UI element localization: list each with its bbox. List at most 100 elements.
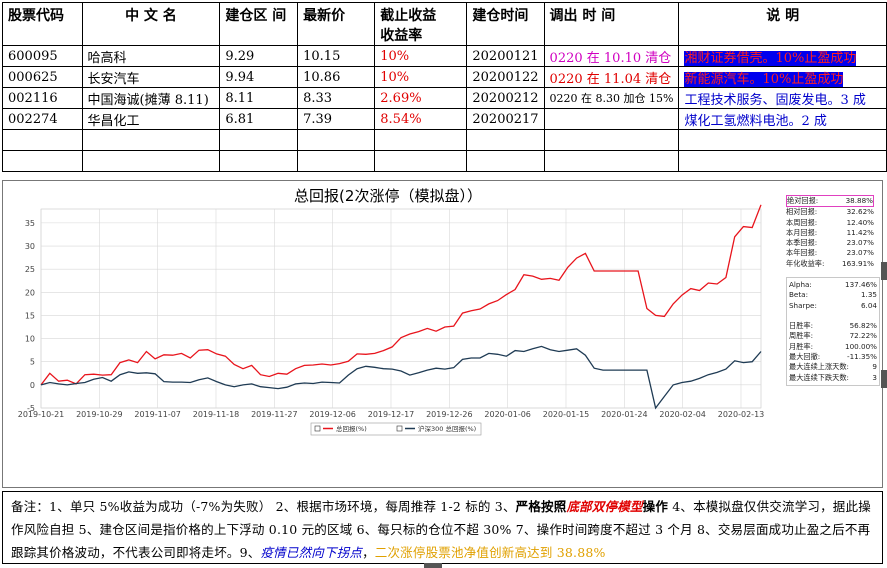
return-chart-panel: 总回报(2次涨停（模拟盘）） -5 0 5 10 15 20 25 30 35 2019-10-2… [2, 180, 883, 488]
stats-panel: 绝对回报: 38.88% 相对回报: 32.62% 本周回报: 12.40% 本月回报: 11… [786, 195, 874, 269]
stat-label: Beta: [789, 290, 808, 300]
legend-checkbox [396, 425, 403, 432]
cell-name: 华昌化工 [81, 108, 221, 130]
cell-empty [466, 150, 545, 172]
stat-row: 最大回撤: -11.35% [789, 352, 877, 362]
x-tick-label: 2020-01-15 [543, 410, 590, 419]
cell-empty [2, 129, 83, 151]
y-tick-label: 25 [25, 265, 35, 274]
cell-date: 20200217 [466, 108, 545, 130]
cell-empty [81, 150, 221, 172]
cell-empty [543, 129, 680, 151]
legend-box [310, 422, 482, 436]
legend-checkbox [314, 425, 321, 432]
note-text: 备注：1、单只 5%收益为成功（-7%为失败） 2、根据市场环境，每周推荐 1-… [11, 499, 516, 514]
note-text: 4、本模拟盘仅供交流学习，据此操作风险自担 5、建仓区间是指价格的上下浮动 0.… [11, 499, 871, 560]
cell-empty [219, 129, 299, 151]
stat-label: Sharpe: [789, 300, 817, 310]
stat-row: 周胜率: 72.22% [789, 331, 877, 341]
y-tick-label: 20 [25, 288, 35, 297]
cell-return: 2.69% [374, 87, 468, 109]
cell-code: 002274 [2, 108, 83, 130]
note-bold: 操作 [642, 499, 669, 514]
x-tick-label: 2020-01-06 [484, 410, 531, 419]
cell-price: 10.15 [297, 45, 376, 67]
note-epidemic: 疫情已然向下拐点 [260, 545, 363, 560]
stat-value: 100.00% [845, 341, 877, 351]
x-tick-label: 2019-12-17 [368, 410, 415, 419]
y-tick-label: 5 [30, 358, 35, 367]
x-tick-label: 2019-11-18 [193, 410, 240, 419]
stat-row: Alpha: 137.46% [789, 280, 877, 290]
note-highlight: 二次涨停股票池净值创新高达到 38.88% [374, 545, 606, 560]
cell-empty [297, 150, 376, 172]
cell-code: 600095 [2, 45, 83, 67]
stat-row: 相对回报: 32.62% [786, 207, 874, 217]
cell-empty [81, 129, 221, 151]
stat-row: 年化收益率: 163.91% [786, 259, 874, 269]
x-tick-label: 2019-11-07 [134, 410, 181, 419]
cell-code: 000625 [2, 66, 83, 88]
cell-range: 6.81 [219, 108, 299, 130]
col-desc: 说 明 [678, 2, 887, 46]
x-tick-label: 2020-02-04 [659, 410, 706, 419]
stat-label: 本月回报: [786, 227, 818, 237]
table-row: 002274 华昌化工 6.81 7.39 8.54% 20200217 煤化工… [2, 108, 887, 130]
cell-empty [297, 129, 376, 151]
stat-row: Sharpe: 6.04 [789, 301, 877, 311]
stat-value: 38.88% [845, 196, 873, 205]
chart-title: 总回报(2次涨停（模拟盘）） [294, 187, 482, 205]
cell-empty [374, 150, 468, 172]
series-line [40, 345, 762, 410]
table-row: 000625 长安汽车 9.94 10.86 10% 20200122 0220… [2, 66, 887, 88]
col-name: 中 文 名 [81, 2, 221, 46]
cell-out: 0220 在 8.30 加仓 15% [543, 87, 680, 109]
cell-name: 长安汽车 [81, 66, 221, 88]
y-tick-label: -5 [27, 404, 35, 413]
cell-date: 20200121 [466, 45, 545, 67]
stat-value: 3 [872, 372, 877, 382]
table-row [2, 129, 887, 151]
col-date: 建仓时间 [466, 2, 545, 46]
x-tick-label: 2020-02-13 [718, 410, 765, 419]
cell-desc: 湘财证券借壳。10%止盈成功 [678, 45, 887, 67]
y-tick-label: 35 [25, 219, 35, 228]
stat-label: 月胜率: [789, 341, 813, 351]
col-out: 调出 时 间 [543, 2, 680, 46]
stat-label: 本周回报: [786, 217, 818, 227]
stat-value: 163.91% [842, 258, 874, 268]
window-corner-marker [881, 370, 887, 388]
cell-range: 9.94 [219, 66, 299, 88]
cell-name: 中国海诚(摊薄 8.11) [81, 87, 221, 109]
stat-value: 9 [872, 362, 877, 372]
cell-desc: 新能源汽车。10%止盈成功 [678, 66, 887, 88]
risk-panel: Alpha: 137.46% Beta: 1.35 Sharpe: 6.04 日胜率: 56.… [786, 277, 880, 386]
cell-return: 8.54% [374, 108, 468, 130]
stat-label: 最大连续上涨天数: [789, 362, 849, 372]
stat-value: 23.07% [846, 238, 874, 248]
cell-range: 8.11 [219, 87, 299, 109]
cell-price: 8.33 [297, 87, 376, 109]
cell-empty [678, 129, 887, 151]
stat-row: 月胜率: 100.00% [789, 342, 877, 352]
cell-date: 20200212 [466, 87, 545, 109]
note-text: ， [362, 545, 375, 560]
stat-label: 日胜率: [789, 321, 813, 331]
stat-label: Alpha: [789, 280, 812, 289]
x-tick-label: 2019-12-06 [309, 410, 356, 419]
y-tick-label: 10 [25, 335, 35, 344]
col-return: 截止收益 收益率 [374, 2, 468, 46]
window-corner-marker [881, 262, 887, 280]
stat-value: 137.46% [845, 280, 877, 289]
stat-label: 周胜率: [789, 331, 813, 341]
col-range: 建仓区 间 [219, 2, 299, 46]
stat-value: 6.04 [860, 300, 877, 310]
stat-label: 本季回报: [786, 238, 818, 248]
series-line [40, 204, 762, 386]
stat-row: 最大连续上涨天数: 9 [789, 362, 877, 372]
stock-table: 股票代码 中 文 名 建仓区 间 最新价 截止收益 收益率 建仓时间 调出 时 间… [2, 2, 887, 172]
stat-row: 绝对回报: 38.88% [786, 195, 874, 208]
y-tick-label: 15 [25, 311, 35, 320]
note-bold: 严格按照 [515, 499, 567, 514]
cell-empty [219, 150, 299, 172]
